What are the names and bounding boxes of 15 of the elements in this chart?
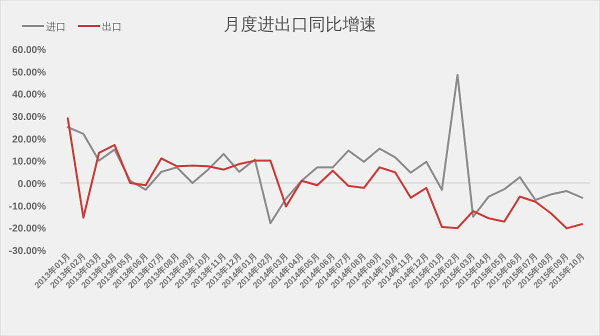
y-tick-label: 50.00% bbox=[12, 67, 46, 78]
y-tick-label: -30.00% bbox=[8, 246, 46, 257]
y-tick-label: 40.00% bbox=[12, 90, 46, 101]
y-tick-label: 10.00% bbox=[12, 156, 46, 168]
y-tick-label: -10.00% bbox=[8, 201, 46, 212]
line-series bbox=[66, 74, 584, 224]
y-tick-label: 0.00% bbox=[18, 179, 46, 190]
y-tick-label: -20.00% bbox=[8, 224, 46, 235]
y-tick-label: 60.00% bbox=[12, 45, 46, 56]
legend-label: 进口 bbox=[46, 21, 66, 33]
legend-label: 出口 bbox=[102, 21, 122, 33]
chart-title: 月度进出口同比增速 bbox=[224, 15, 376, 34]
y-tick-label: 30.00% bbox=[12, 112, 46, 123]
line-series bbox=[66, 117, 584, 230]
y-tick-label: 20.00% bbox=[12, 134, 46, 146]
